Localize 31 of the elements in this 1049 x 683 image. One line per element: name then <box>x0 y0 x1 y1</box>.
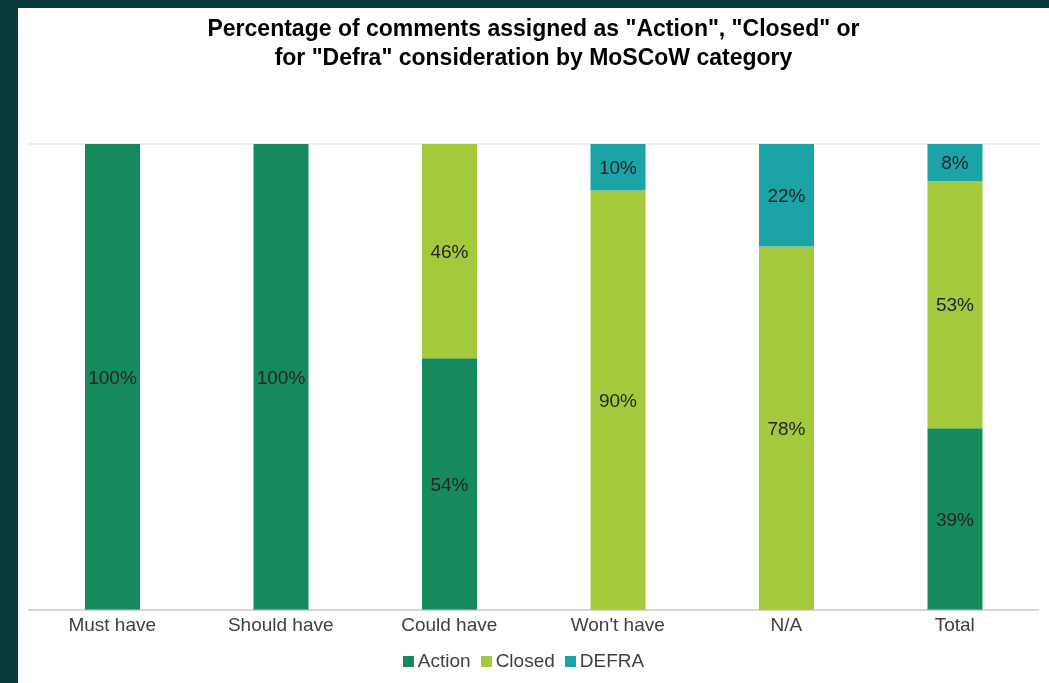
bar <box>590 190 646 610</box>
bar <box>422 144 477 359</box>
bar <box>759 144 814 247</box>
x-tick-label: Should have <box>227 614 334 636</box>
x-tick-label: Must have <box>68 614 157 636</box>
data-label: 22% <box>767 184 806 206</box>
data-label: 78% <box>767 417 806 439</box>
data-label: 90% <box>598 389 638 411</box>
bar <box>927 428 983 610</box>
legend-label: Action <box>417 650 471 671</box>
data-label: 54% <box>430 473 469 495</box>
bar <box>590 144 646 191</box>
data-label: 10% <box>598 156 638 178</box>
data-label: 100% <box>256 366 306 388</box>
chart-title: Percentage of comments assigned as "Action", "Closed" or for "Defra" consideration by MoSCoW category <box>206 14 861 72</box>
bar <box>759 246 814 610</box>
data-label: 100% <box>88 366 137 388</box>
x-tick-label: Won't have <box>570 614 665 636</box>
bar <box>422 358 477 610</box>
x-tick-label: Could have <box>401 614 498 636</box>
bar <box>85 144 140 610</box>
data-label: 8% <box>941 152 969 174</box>
legend-label: DEFRA <box>579 650 645 671</box>
bar <box>927 181 983 429</box>
data-label: 46% <box>430 240 469 262</box>
x-tick-label: Total <box>934 614 975 636</box>
data-label: 53% <box>935 294 975 316</box>
legend-label: Closed <box>495 650 555 671</box>
x-tick-label: N/A <box>770 614 803 636</box>
bar <box>253 144 309 610</box>
data-label: 39% <box>935 508 975 530</box>
